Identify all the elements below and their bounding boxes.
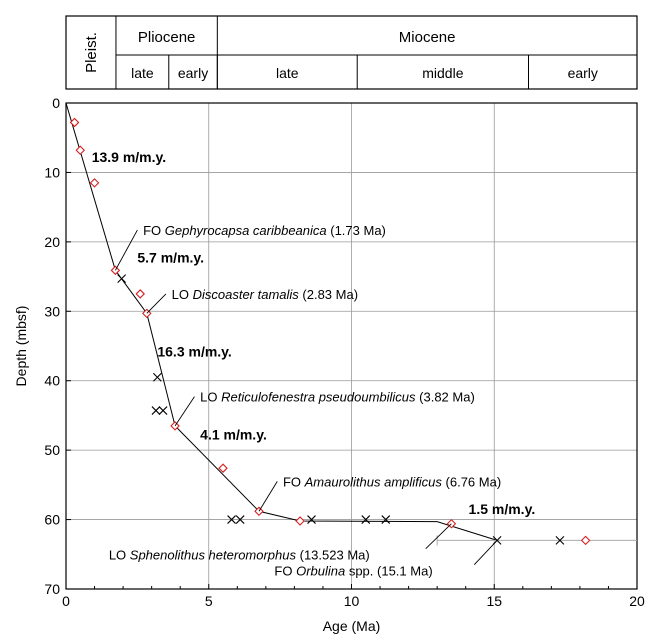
nannofossil-datum-point (580, 535, 591, 546)
datum-annotation: LO Sphenolithus heteromorphus (13.523 Ma… (109, 547, 370, 562)
subdivision-label: late (276, 65, 299, 81)
annotation-taxon: Amaurolithus amplificus (304, 474, 443, 489)
datum-annotation: FO Gephyrocapsa caribbeanica (1.73 Ma) (143, 223, 386, 238)
datum-annotation: LO Discoaster tamalis (2.83 Ma) (172, 287, 358, 302)
x-tick-label: 10 (344, 593, 360, 609)
foraminifer-datum-point (307, 515, 316, 524)
rate-label: 4.1 m/m.y. (200, 427, 267, 443)
y-tick-label: 20 (44, 234, 60, 250)
subdivision-label: early (568, 65, 598, 81)
rate-label: 1.5 m/m.y. (469, 501, 536, 517)
rate-label: 16.3 m/m.y. (157, 343, 231, 359)
annotation-age: (13.523 Ma) (296, 547, 370, 562)
axis-ticks: 0 5 10 15 20 0 10 20 30 40 50 60 70 (44, 95, 645, 609)
annotation-prefix: FO (274, 563, 296, 578)
foraminifer-datum-point (151, 406, 161, 415)
annotation-taxon: Discoaster tamalis (193, 287, 300, 302)
annotation-prefix: FO (143, 223, 165, 238)
foraminifer-datum-point (381, 515, 391, 524)
foraminifer-datum-point (158, 406, 168, 415)
y-tick-label: 10 (44, 164, 60, 180)
annotation-taxon: Orbulina (296, 563, 345, 578)
datum-annotations: FO Gephyrocapsa caribbeanica (1.73 Ma) LO… (109, 223, 501, 578)
y-axis-title: Depth (mbsf) (13, 306, 29, 387)
epoch-label: Miocene (399, 29, 456, 46)
annotation-prefix: FO (283, 474, 305, 489)
annotation-age: (1.73 Ma) (327, 223, 386, 238)
y-tick-label: 0 (52, 95, 60, 111)
annotation-age: (6.76 Ma) (442, 474, 501, 489)
x-tick-label: 20 (629, 593, 645, 609)
subdivision-label: middle (422, 65, 463, 81)
subdivision-label: early (178, 65, 208, 81)
foraminifer-datum-point (235, 515, 245, 524)
epoch-label: Pleist. (83, 32, 100, 73)
nannofossil-datum-point (89, 178, 100, 188)
annotation-prefix: LO (172, 287, 193, 302)
annotation-taxon: Gephyrocapsa caribbeanica (165, 223, 327, 238)
foraminifer-datum-point (117, 274, 127, 284)
annotation-age: spp. (15.1 Ma) (345, 563, 432, 578)
epoch-label: Pliocene (138, 29, 196, 46)
foraminifer-datum-point (361, 515, 371, 524)
annotation-leader (425, 523, 452, 550)
nannofossil-datum-point (135, 289, 146, 299)
x-tick-label: 15 (486, 593, 502, 609)
rate-label: 5.7 m/m.y. (137, 250, 204, 266)
annotation-leader (473, 540, 498, 566)
annotation-taxon: Sphenolithus heteromorphus (130, 547, 297, 562)
subdivision-label: late (131, 65, 154, 81)
annotation-age: (2.83 Ma) (299, 287, 358, 302)
datum-annotation: FO Amaurolithus amplificus (6.76 Ma) (283, 474, 501, 489)
annotation-leader (114, 229, 138, 271)
timescale-frame (65, 15, 638, 90)
y-tick-label: 60 (44, 512, 60, 528)
x-axis-title: Age (Ma) (323, 618, 381, 634)
x-tick-label: 5 (205, 593, 213, 609)
annotation-age: (3.82 Ma) (416, 390, 475, 405)
nannofossil-datum-point (218, 463, 228, 473)
foraminifer-datum-point (152, 372, 162, 382)
y-tick-label: 30 (44, 303, 60, 319)
annotation-prefix: LO (109, 547, 130, 562)
annotation-taxon: Reticulofenestra pseudoumbilicus (221, 390, 416, 405)
annotation-prefix: LO (200, 390, 221, 405)
y-tick-label: 50 (44, 442, 60, 458)
annotation-leader (146, 293, 167, 314)
y-tick-label: 70 (44, 581, 60, 597)
rate-label: 13.9 m/m.y. (92, 149, 166, 165)
annotation-leader (174, 396, 195, 427)
geologic-timescale-header: Pleist. Pliocene Miocene late early late middl… (65, 15, 638, 90)
foraminifer-datum-point (555, 536, 565, 545)
annotation-leader (258, 481, 278, 512)
y-tick-label: 40 (44, 373, 60, 389)
datum-annotation: LO Reticulofenestra pseudoumbilicus (3.8… (200, 390, 475, 405)
nannofossil-datum-point (69, 117, 80, 128)
nannofossil-datum-point (295, 516, 305, 526)
nannofossil-datum-point (75, 145, 86, 155)
foraminifer-datum-point (227, 515, 236, 524)
x-tick-label: 0 (62, 593, 70, 609)
rate-labels: 13.9 m/m.y. 5.7 m/m.y. 16.3 m/m.y. 4.1 m/m.… (92, 149, 536, 517)
datum-annotation: FO Orbulina spp. (15.1 Ma) (274, 563, 432, 578)
grid-lines (65, 102, 638, 590)
